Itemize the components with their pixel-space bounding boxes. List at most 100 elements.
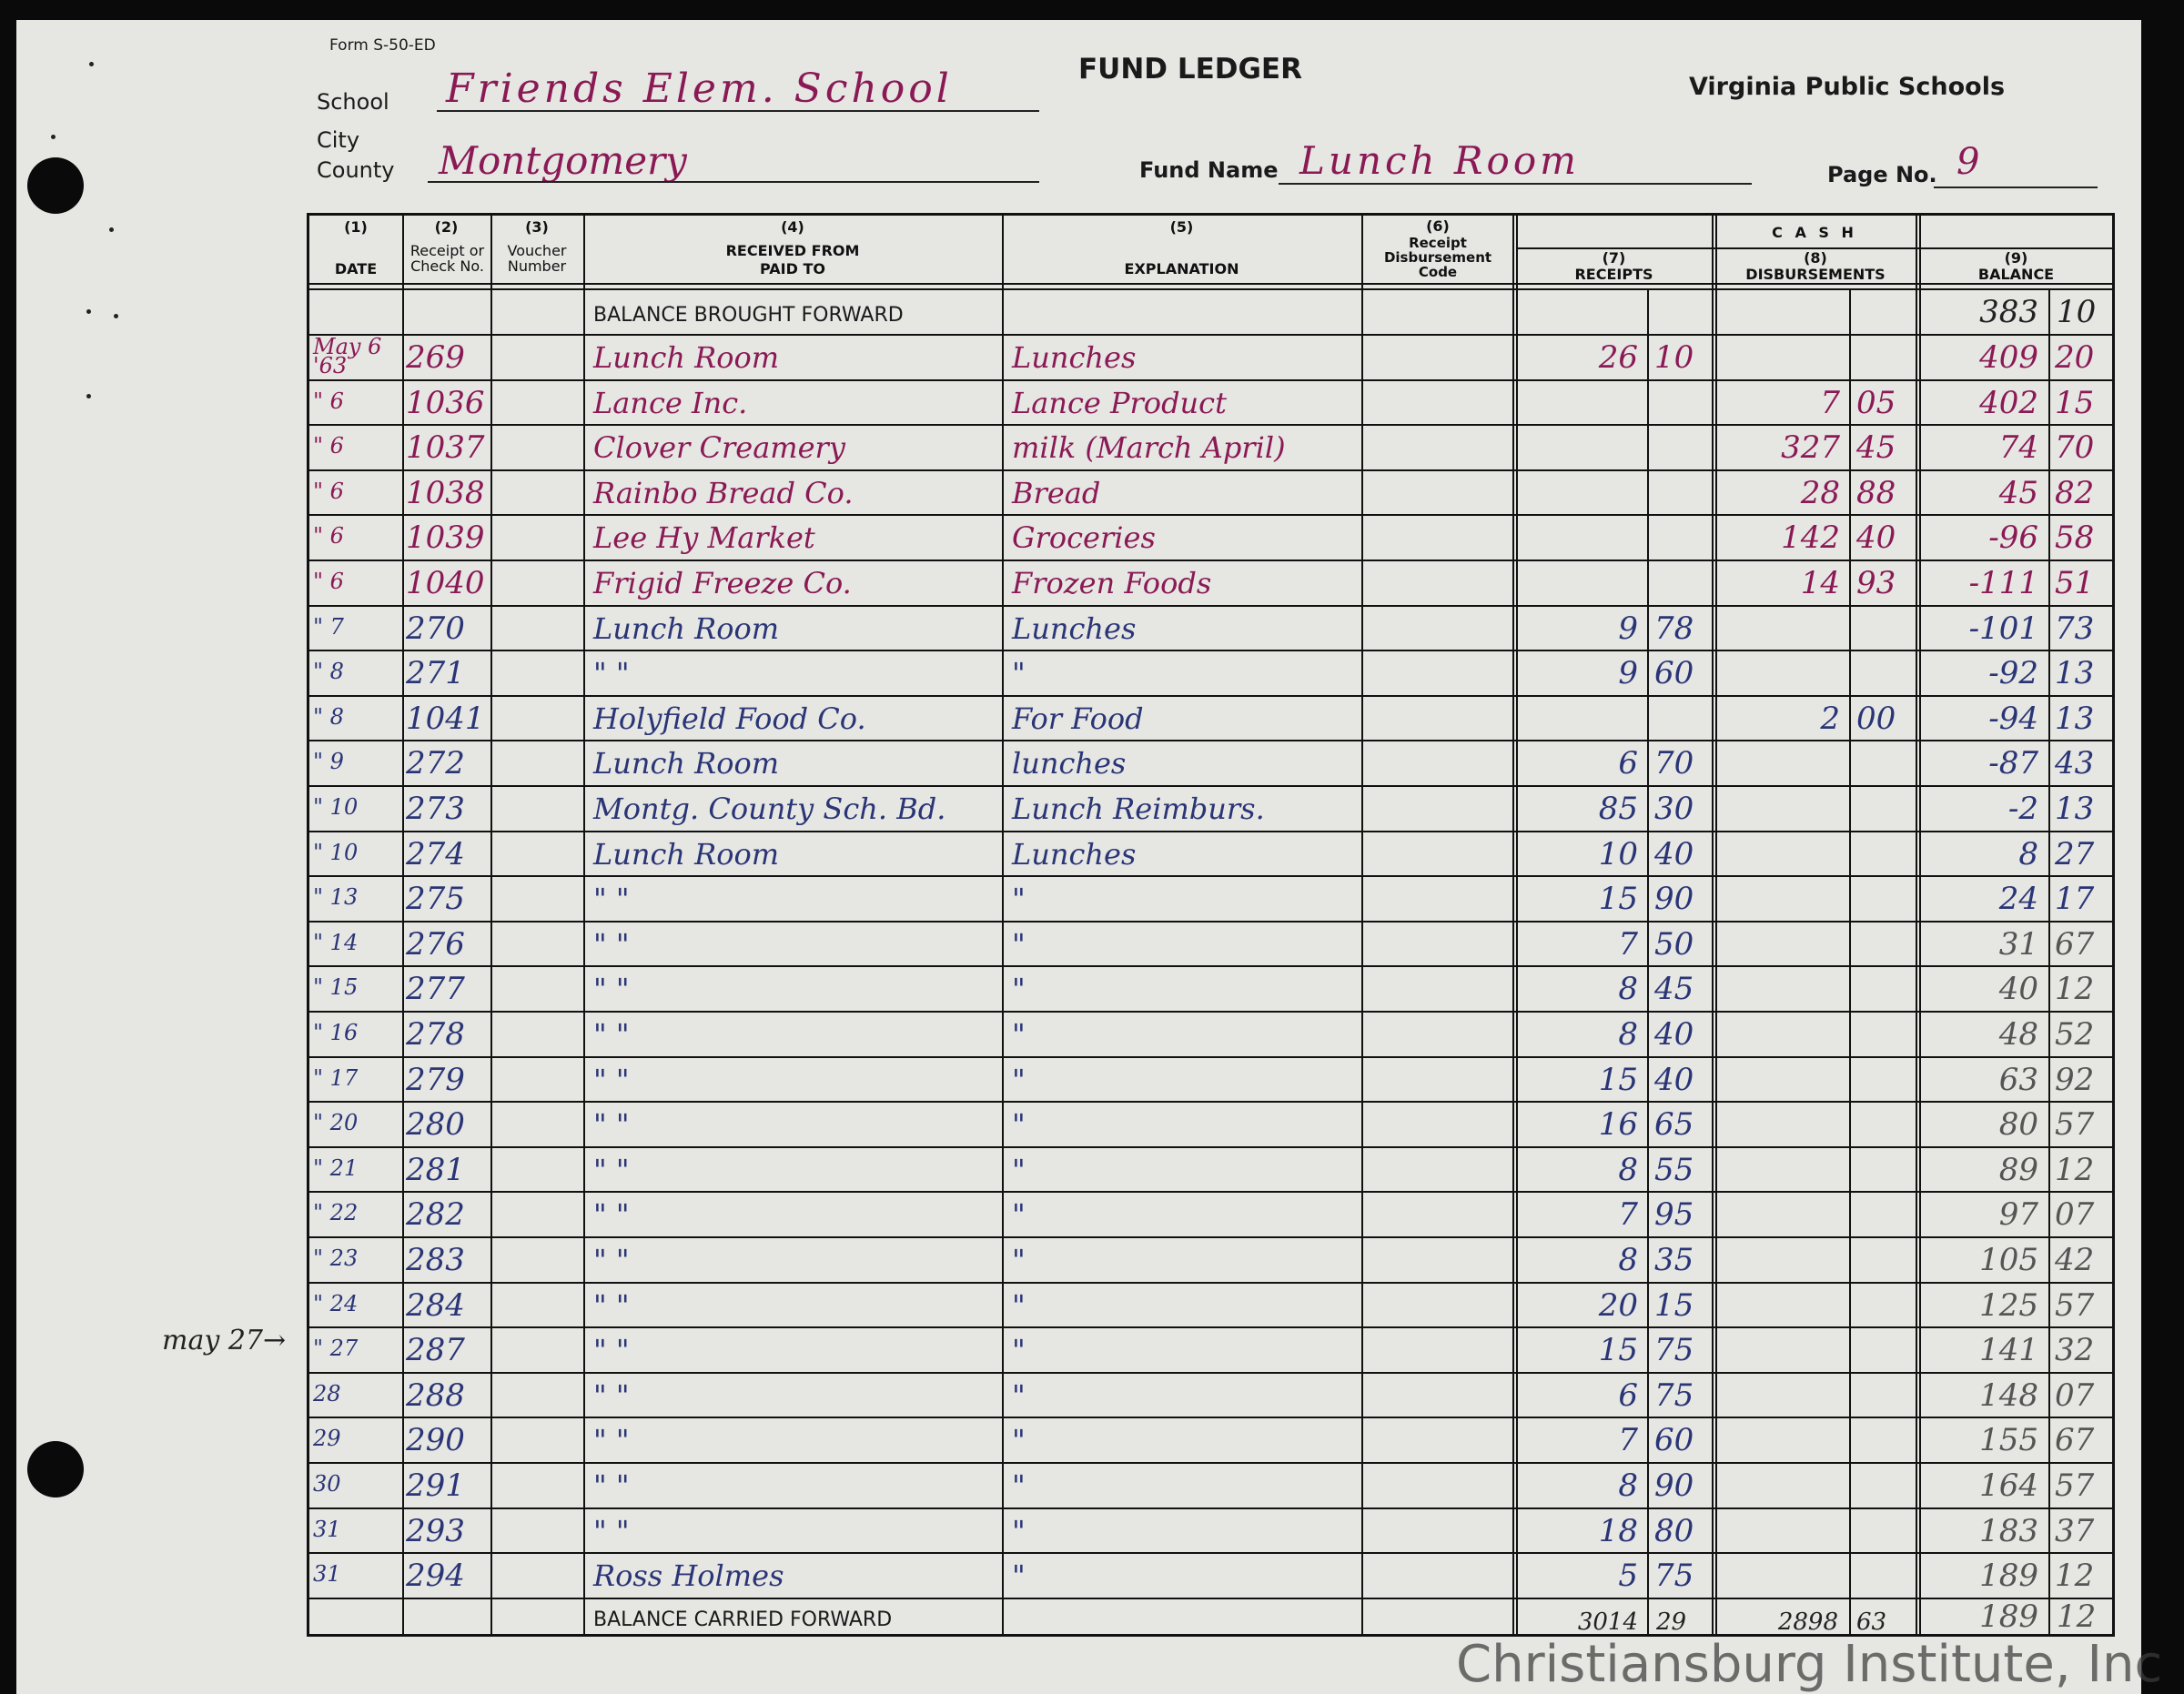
explanation: Groceries — [1012, 520, 1156, 556]
balance-cents: 20 — [2055, 339, 2095, 376]
balance-dollars: 45 — [1998, 474, 2038, 511]
total-disbursements-cents: 63 — [1856, 1608, 1887, 1636]
row-rule — [309, 694, 2112, 697]
receipt-cents: 35 — [1654, 1242, 1694, 1278]
received-from: Lunch Room — [593, 340, 780, 375]
column-rule — [1516, 216, 1518, 1634]
receipt-cents: 50 — [1654, 925, 1694, 963]
date: " 8 — [313, 659, 344, 685]
date: " 6 — [313, 569, 344, 594]
received-from: " " — [593, 1333, 630, 1368]
date: " 10 — [313, 794, 359, 820]
date: " 23 — [313, 1245, 359, 1271]
balance-dollars: -92 — [1988, 655, 2038, 692]
balance-dollars: 148 — [1979, 1376, 2038, 1414]
column-rule — [1512, 216, 1514, 1634]
date: 29 — [313, 1426, 341, 1452]
receipt-dollars: 20 — [1598, 1286, 1638, 1324]
row-rule — [309, 1371, 2112, 1374]
fund-name-label: Fund Name — [1139, 157, 1279, 183]
col-num: (9) — [2004, 249, 2028, 267]
received-from: " " — [593, 926, 630, 962]
speck — [109, 227, 114, 232]
received-from: Montg. County Sch. Bd. — [593, 792, 946, 826]
balance-cents: 67 — [2055, 1422, 2095, 1459]
date: 30 — [313, 1471, 341, 1497]
disbursement-dollars: 14 — [1800, 565, 1840, 601]
header-balance: BALANCE — [1977, 266, 2055, 283]
form-number: Form S-50-ED — [329, 36, 436, 55]
received-from: " " — [593, 1152, 630, 1187]
col-num: (4) — [781, 218, 804, 236]
balance-cents: 58 — [2055, 519, 2095, 557]
header-date: DATE — [334, 260, 378, 277]
receipt-dollars: 8 — [1618, 1151, 1638, 1188]
check-no: 291 — [406, 1467, 465, 1504]
received-from: " " — [593, 656, 630, 691]
balance-dollars: 105 — [1979, 1242, 2038, 1278]
ledger-page — [16, 20, 2141, 1694]
county-label: County — [317, 157, 395, 183]
balance-cents: 12 — [2055, 1151, 2095, 1188]
received-from: " " — [593, 1423, 630, 1458]
column-rule — [1916, 216, 1917, 1634]
balance-cents: 13 — [2055, 700, 2095, 737]
receipt-cents: 75 — [1654, 1558, 1694, 1595]
disbursement-dollars: 28 — [1800, 474, 1840, 511]
row-rule — [309, 1326, 2112, 1329]
receipt-dollars: 15 — [1598, 1061, 1638, 1098]
row-rule — [309, 1055, 2112, 1058]
receipt-dollars: 9 — [1618, 610, 1638, 647]
explanation: " — [1012, 926, 1026, 962]
receipt-dollars: 6 — [1618, 1376, 1638, 1414]
row-rule — [309, 1462, 2112, 1464]
fund-underline — [1279, 183, 1752, 185]
row-rule — [309, 650, 2112, 652]
column-rule — [1715, 216, 1717, 1634]
received-from: " " — [593, 1243, 630, 1277]
explanation: Frozen Foods — [1012, 566, 1212, 600]
receipt-cents: 30 — [1654, 791, 1694, 827]
balance-dollars: 402 — [1979, 384, 2038, 421]
check-no: 275 — [406, 881, 465, 918]
disbursement-cents: 93 — [1856, 565, 1896, 601]
received-from: " " — [593, 1107, 630, 1143]
row-rule — [309, 1011, 2112, 1013]
col-num: (1) — [344, 218, 368, 236]
received-from: Rainbo Bread Co. — [593, 475, 854, 510]
check-no: 1041 — [406, 700, 485, 737]
balance-cents: 57 — [2055, 1106, 2095, 1144]
row-rule — [309, 830, 2112, 832]
balance-dollars: 63 — [1998, 1061, 2038, 1098]
row-rule — [309, 785, 2112, 787]
receipt-dollars: 7 — [1618, 1422, 1638, 1459]
date: " 21 — [313, 1155, 359, 1181]
county-value: Montgomery — [439, 138, 687, 183]
check-no: 288 — [406, 1376, 465, 1414]
check-no: 1036 — [406, 384, 485, 421]
balance-cents: 10 — [2057, 294, 2097, 330]
balance-cents: 51 — [2055, 565, 2095, 601]
balance-cents: 15 — [2055, 384, 2095, 421]
explanation: " — [1012, 1197, 1026, 1233]
check-no: 284 — [406, 1286, 465, 1324]
receipt-cents: 60 — [1654, 655, 1694, 692]
row-rule — [309, 1191, 2112, 1194]
receipt-cents: 90 — [1654, 1467, 1694, 1504]
header-explanation: EXPLANATION — [1124, 260, 1239, 277]
explanation: " — [1012, 1423, 1026, 1458]
received-from: " " — [593, 1377, 630, 1413]
date: " 6 — [313, 433, 344, 459]
balance-cents: 12 — [2055, 971, 2095, 1008]
balance-cents: 43 — [2055, 745, 2095, 782]
receipt-cents: 80 — [1654, 1512, 1694, 1549]
balance-dollars: 183 — [1979, 1512, 2038, 1549]
column-rule — [1361, 216, 1363, 1634]
balance-dollars: -111 — [1968, 565, 2038, 601]
header-code: Receipt Disbursement Code — [1383, 235, 1492, 280]
header-paid-to: PAID TO — [760, 260, 825, 277]
speck — [86, 309, 91, 314]
balance-dollars: 40 — [1998, 971, 2038, 1008]
row-rule — [309, 1101, 2112, 1104]
check-no: 271 — [406, 655, 465, 692]
